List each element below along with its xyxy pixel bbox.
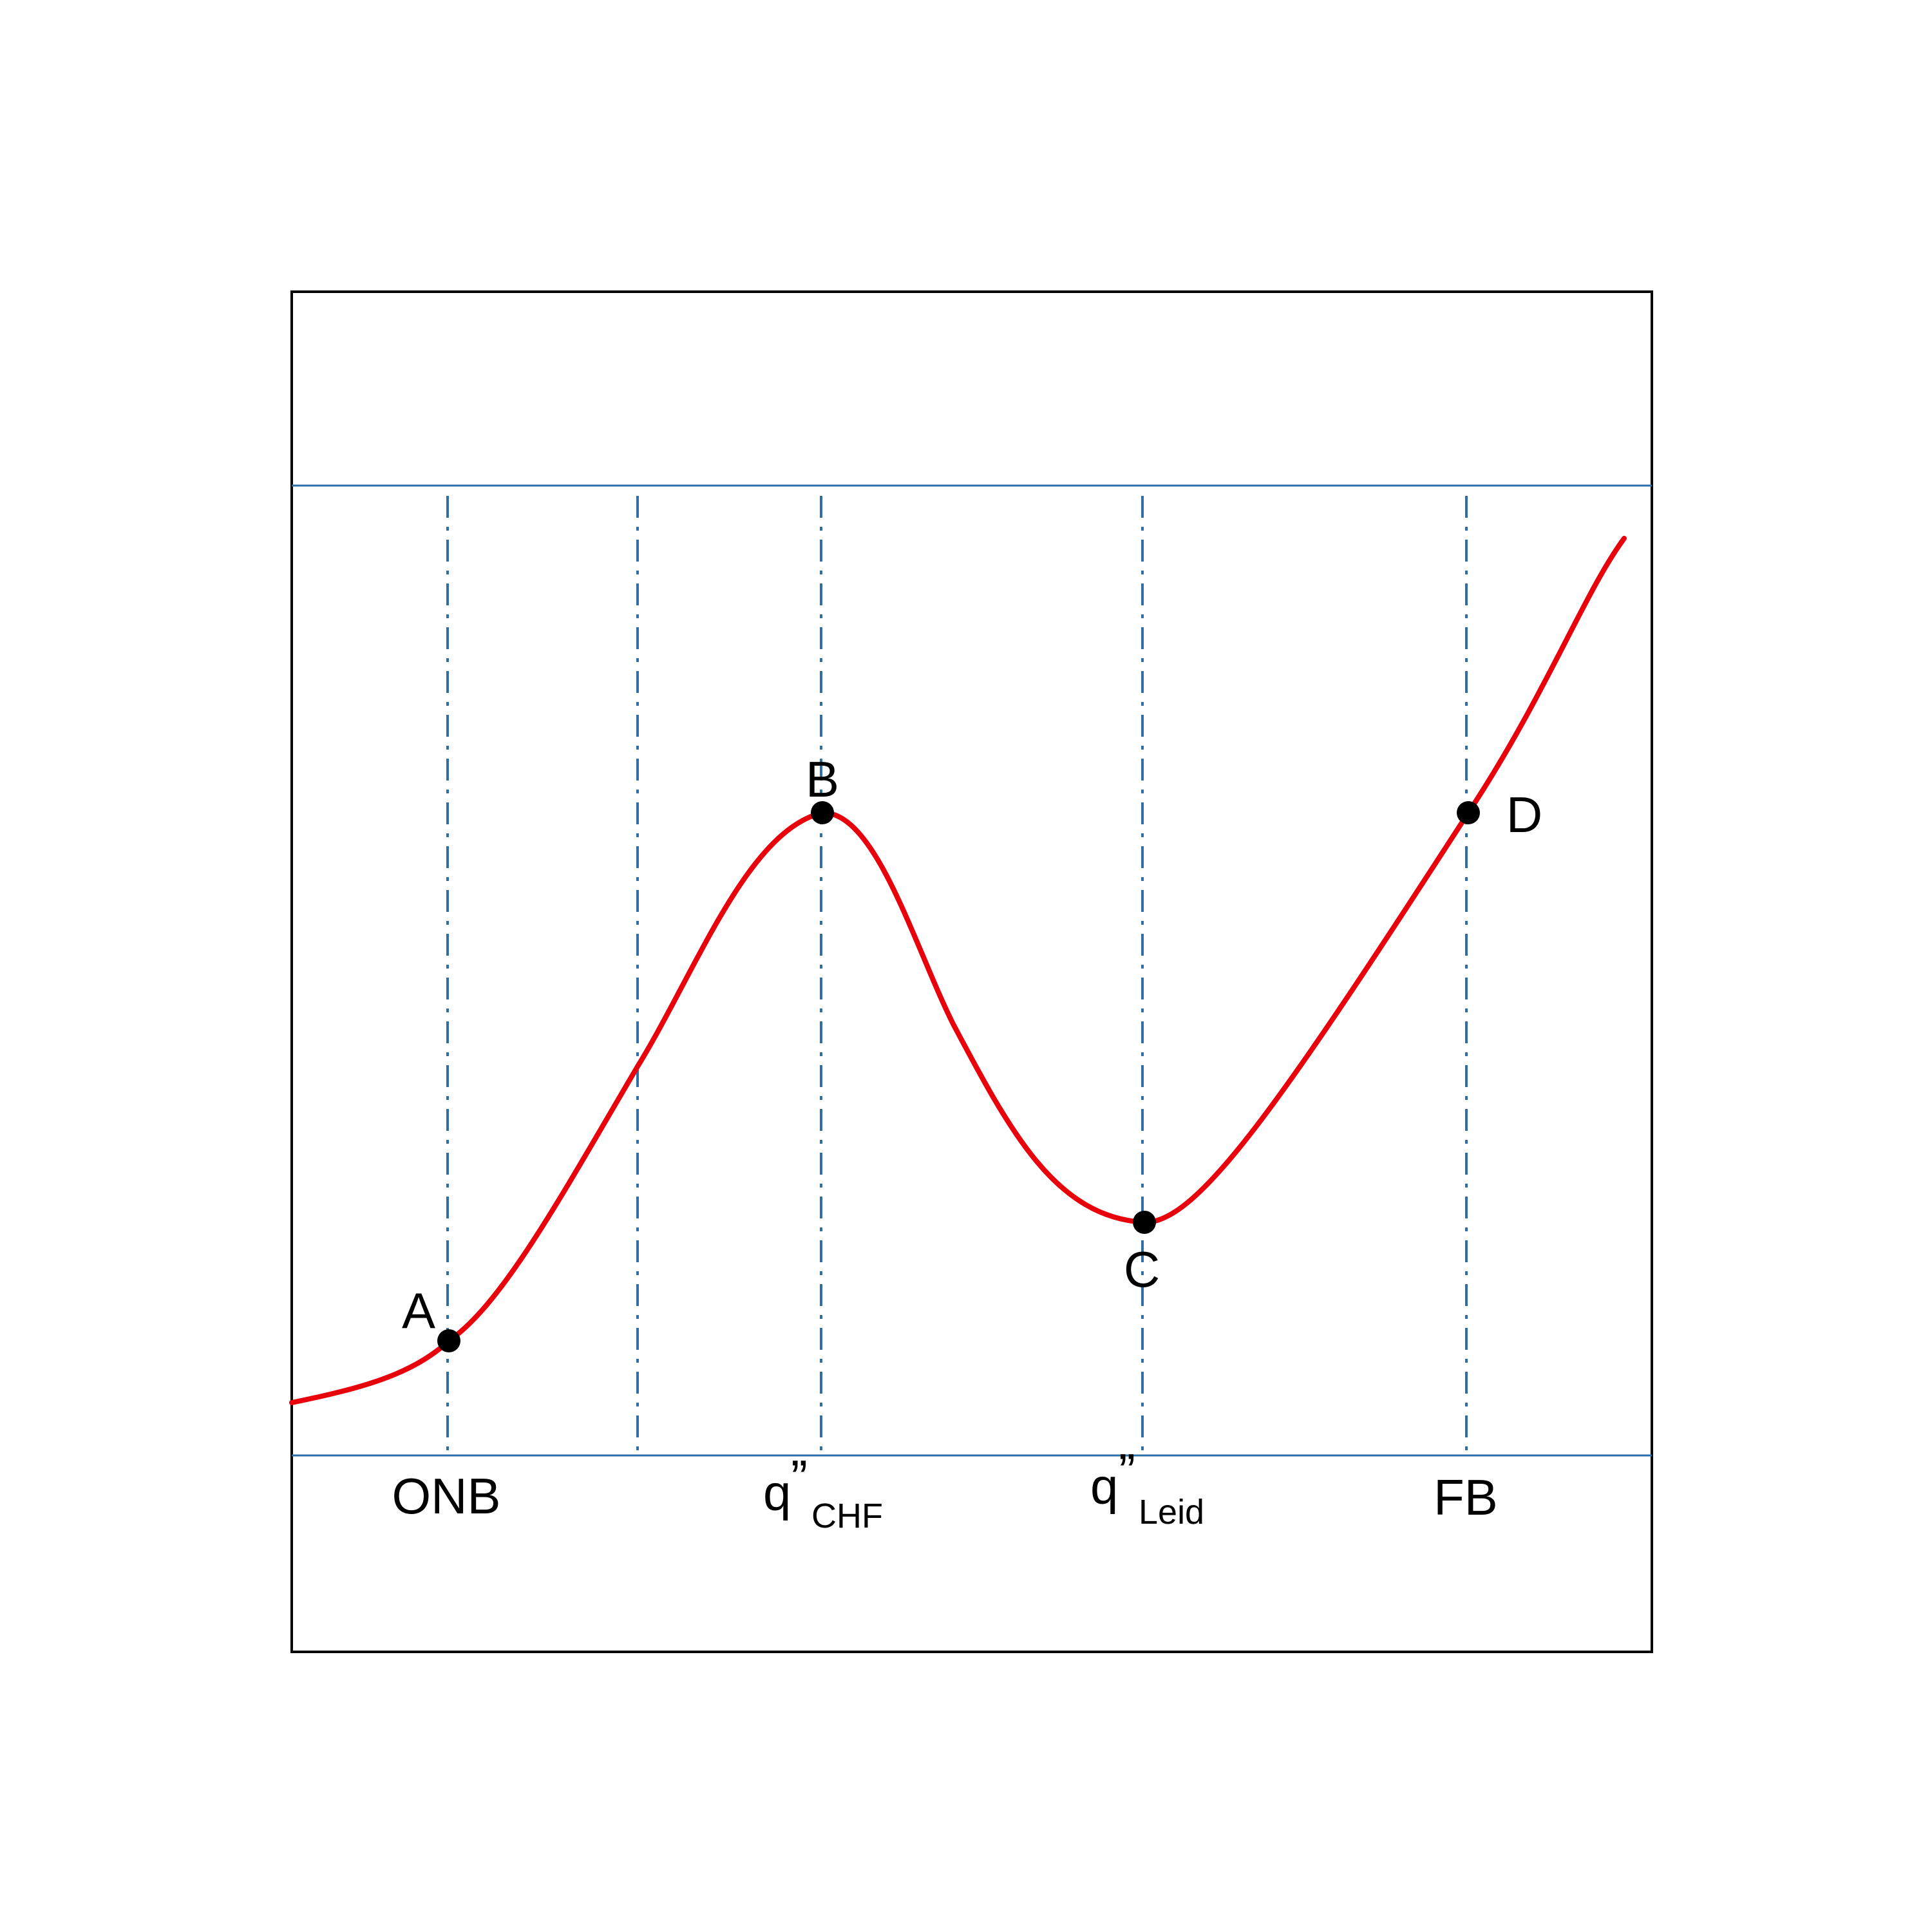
point-c-label: C (1124, 1241, 1160, 1298)
point-a-label: A (402, 1282, 435, 1339)
leid-subscript: Leid (1139, 1493, 1204, 1531)
point-b-label: B (806, 751, 839, 808)
axis-label-leid: q ” Leid (1090, 1443, 1204, 1531)
boiling-curve (289, 536, 1627, 1405)
leid-prime-symbol: ” (1119, 1443, 1135, 1500)
chf-prime-symbol: ” (791, 1450, 808, 1506)
regime-guides (446, 496, 1468, 1455)
leid-q-symbol: q (1090, 1458, 1118, 1515)
axis-label-chf: q ” CHF (763, 1450, 883, 1535)
chf-subscript: CHF (811, 1497, 883, 1535)
axis-label-fb: FB (1434, 1469, 1498, 1526)
point-d-label: D (1506, 786, 1542, 843)
point-a-marker (437, 1329, 460, 1352)
point-d-marker (1457, 801, 1480, 824)
chf-q-symbol: q (763, 1464, 791, 1521)
diagram-frame (290, 290, 1653, 1653)
point-c-marker (1133, 1211, 1156, 1234)
axis-label-onb: ONB (392, 1468, 500, 1524)
point-b-marker (811, 801, 834, 824)
